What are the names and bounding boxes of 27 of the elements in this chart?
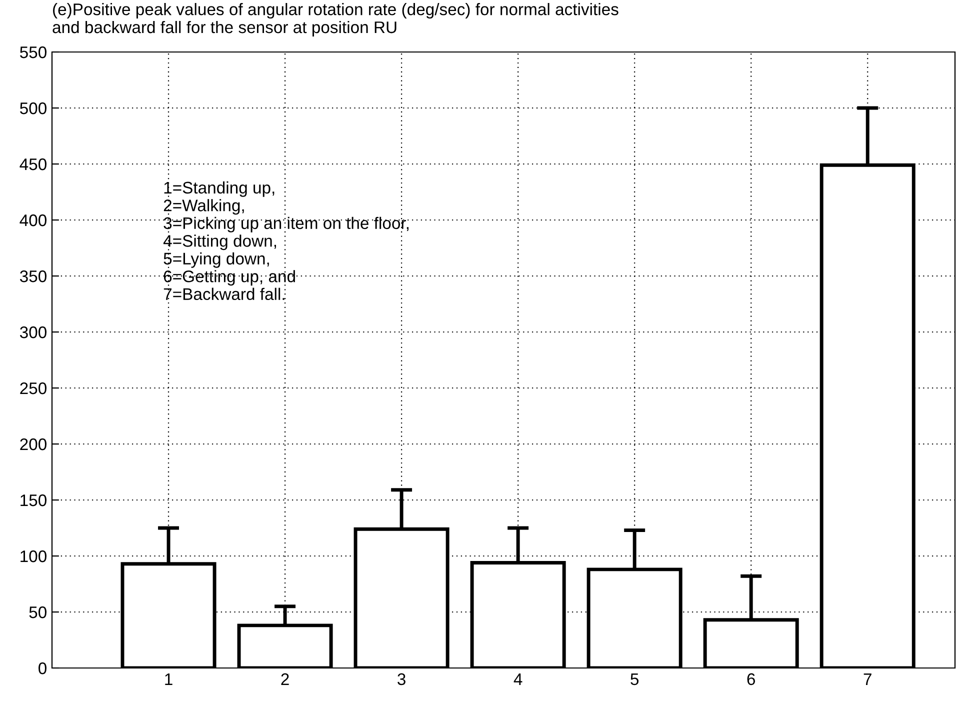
annotation: 2=Walking, — [164, 199, 244, 215]
y-tick-label: 200 — [20, 438, 46, 450]
y-tick-label: 300 — [20, 326, 46, 338]
x-tick-label: 4 — [514, 673, 522, 685]
y-tick-label: 500 — [20, 102, 46, 114]
annotation: 6=Getting up, and — [164, 270, 295, 286]
y-tick-label: 350 — [20, 270, 46, 282]
annotation: 7=Backward fall. — [164, 288, 284, 300]
y-tick-label: 100 — [20, 550, 46, 562]
y-tick-label: 0 — [38, 662, 46, 674]
x-tick-label: 6 — [747, 673, 755, 686]
x-tick-label: 2 — [281, 673, 289, 685]
x-tick-label: 5 — [630, 673, 639, 686]
x-tick-label: 1 — [165, 673, 172, 685]
annotation: 1=Standing up, — [164, 181, 274, 197]
x-tick-label: 7 — [864, 673, 872, 685]
chart-title: (e)Positive peak values of angular rotation rate (deg/sec) for normal activities and backward fall for the sensor at position RU — [52, 3, 618, 36]
y-tick-label: 400 — [20, 214, 46, 226]
annotation: 4=Sitting down, — [163, 234, 276, 250]
y-tick-label: 550 — [20, 46, 46, 58]
y-tick-label: 50 — [29, 606, 46, 618]
x-tick-label: 3 — [398, 673, 406, 686]
y-tick-label: 450 — [20, 158, 46, 170]
y-tick-label: 150 — [20, 494, 46, 506]
annotation: 5=Lying down, — [164, 252, 269, 268]
annotation: 3=Picking up an item on the floor, — [164, 216, 408, 232]
y-tick-label: 250 — [20, 382, 46, 394]
